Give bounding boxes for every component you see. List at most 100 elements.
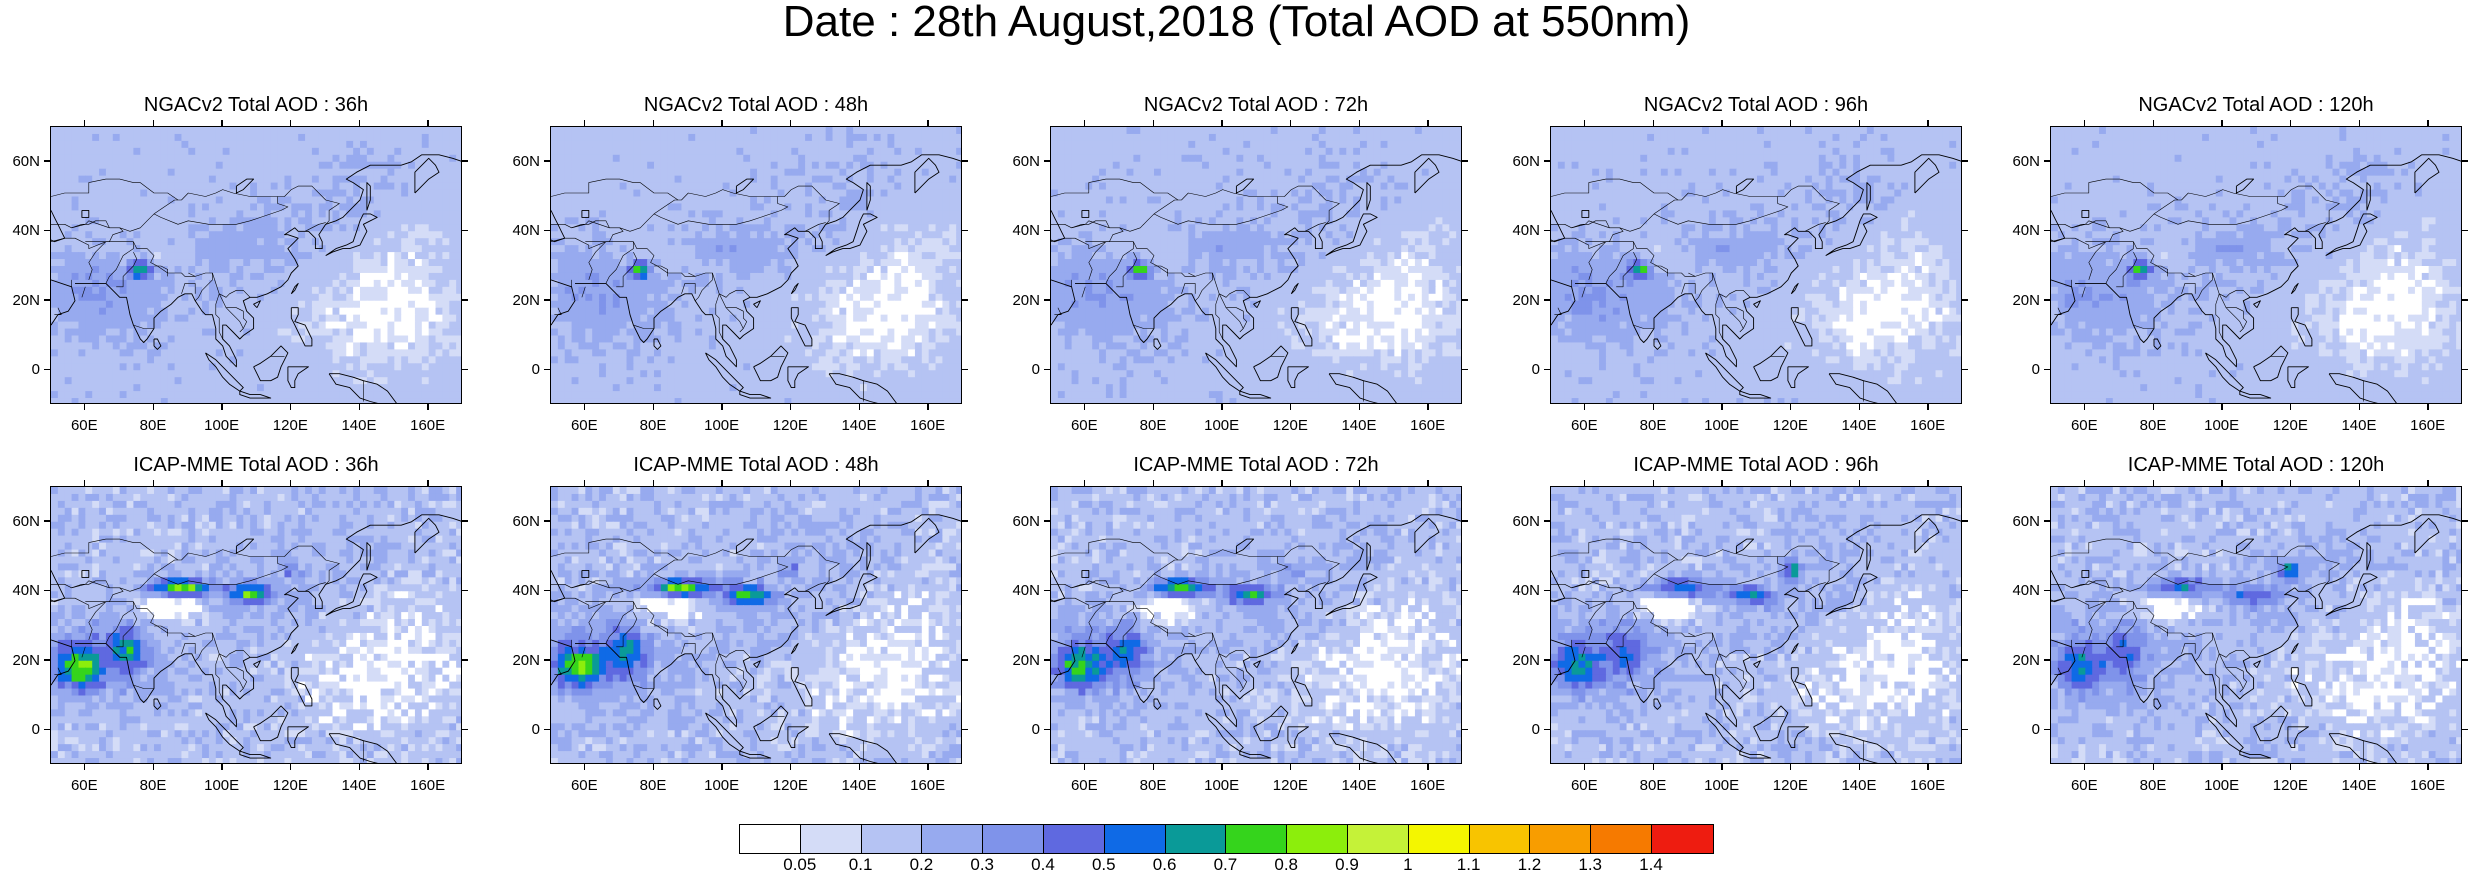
coastline <box>1866 542 1871 571</box>
coastline <box>2235 538 2255 554</box>
aod-map-panel <box>1550 486 1962 764</box>
lat-tick-label: 60N <box>1500 154 1540 169</box>
lon-tick-mark <box>2221 404 2223 410</box>
coastline <box>253 300 261 309</box>
lon-tick-mark <box>1583 404 1586 410</box>
lat-tick-mark <box>462 520 468 522</box>
coastline <box>51 279 76 326</box>
lat-tick-label: 40N <box>500 223 540 238</box>
coastline <box>1551 639 1576 686</box>
aod-field-map <box>1551 487 1961 763</box>
lon-tick-label: 80E <box>123 778 183 793</box>
country-border <box>1853 376 1864 402</box>
lat-tick-mark <box>1962 589 1968 592</box>
country-border <box>1712 272 1751 298</box>
coastline <box>2051 639 2076 686</box>
aod-map-panel <box>50 486 462 764</box>
coastline <box>753 345 789 382</box>
lon-tick-mark <box>721 764 723 770</box>
coastline <box>653 338 662 350</box>
country-border <box>1054 307 1062 315</box>
country-border <box>2212 272 2251 298</box>
lat-tick-label: 0 <box>2000 362 2040 377</box>
lat-tick-label: 40N <box>500 583 540 598</box>
lat-tick-mark <box>1544 160 1550 162</box>
country-border <box>1133 684 1154 689</box>
country-border <box>653 556 789 585</box>
country-border <box>1153 556 1289 585</box>
coastline <box>2414 157 2440 194</box>
panel-title: ICAP-MME Total AOD : 120h <box>2050 454 2462 476</box>
coastline <box>290 667 313 707</box>
coastline <box>287 366 309 389</box>
lon-tick-mark <box>1289 404 1292 410</box>
country-border <box>1804 222 1826 232</box>
lat-tick-mark <box>1044 299 1050 301</box>
lon-tick-label: 60E <box>1054 418 1114 433</box>
lat-tick-label: 0 <box>1500 722 1540 737</box>
coastline <box>1705 352 1744 392</box>
country-border <box>2212 632 2251 658</box>
lat-tick-label: 20N <box>500 293 540 308</box>
lat-tick-mark <box>44 299 50 301</box>
lat-tick-mark <box>44 520 50 522</box>
lon-tick-mark <box>2152 120 2154 126</box>
country-border <box>1215 653 1223 700</box>
country-border <box>1554 667 1562 675</box>
lon-tick-label: 160E <box>2398 418 2458 433</box>
lat-tick-mark <box>962 589 968 592</box>
coastline <box>51 570 66 603</box>
coastline <box>581 209 590 218</box>
lat-tick-label: 20N <box>0 293 40 308</box>
lon-tick-label: 120E <box>1260 418 1320 433</box>
lat-tick-mark <box>2044 589 2050 592</box>
country-border <box>1653 556 1789 585</box>
colorbar-label: 1.2 <box>1504 856 1554 873</box>
coastline <box>575 514 961 728</box>
coastline <box>1153 698 1162 710</box>
country-border <box>633 684 654 689</box>
lat-tick-mark <box>1544 728 1550 731</box>
country-border <box>2353 736 2364 762</box>
coastline <box>1828 733 1897 763</box>
lon-tick-mark <box>2427 120 2429 126</box>
lon-tick-mark <box>583 120 586 126</box>
lat-tick-mark <box>44 728 50 731</box>
lon-tick-mark <box>1289 764 1292 770</box>
coastline <box>1414 157 1440 194</box>
country-border <box>2085 587 2124 602</box>
country-border <box>688 272 696 277</box>
lon-tick-mark <box>1858 120 1860 126</box>
lon-tick-mark <box>427 764 429 770</box>
coastline <box>1739 390 1772 399</box>
coastline <box>75 154 461 368</box>
lon-tick-mark <box>789 120 792 126</box>
lon-tick-label: 100E <box>192 418 252 433</box>
coastline <box>735 538 755 554</box>
country-border <box>304 582 326 592</box>
country-border <box>1088 241 1107 280</box>
lat-tick-label: 20N <box>1500 653 1540 668</box>
coastline <box>1051 279 1076 326</box>
country-border <box>71 220 110 229</box>
lon-tick-mark <box>2083 764 2086 770</box>
country-border <box>581 646 586 658</box>
country-border <box>1212 632 1251 658</box>
coastline <box>1753 345 1789 382</box>
lon-tick-label: 100E <box>692 778 752 793</box>
country-border <box>1215 293 1223 340</box>
coastline <box>2081 569 2090 578</box>
lon-tick-label: 100E <box>2192 778 2252 793</box>
country-border <box>2353 376 2364 402</box>
coastline <box>1790 642 1799 655</box>
lat-tick-mark <box>962 520 968 522</box>
coastline <box>2051 279 2076 326</box>
lon-tick-mark <box>1221 120 1223 126</box>
lon-tick-mark <box>789 764 792 770</box>
coastline <box>239 390 272 399</box>
lat-tick-mark <box>462 589 468 592</box>
country-border <box>653 196 789 225</box>
lon-tick-mark <box>927 404 929 410</box>
coastline <box>253 660 261 669</box>
country-border <box>2188 272 2196 277</box>
